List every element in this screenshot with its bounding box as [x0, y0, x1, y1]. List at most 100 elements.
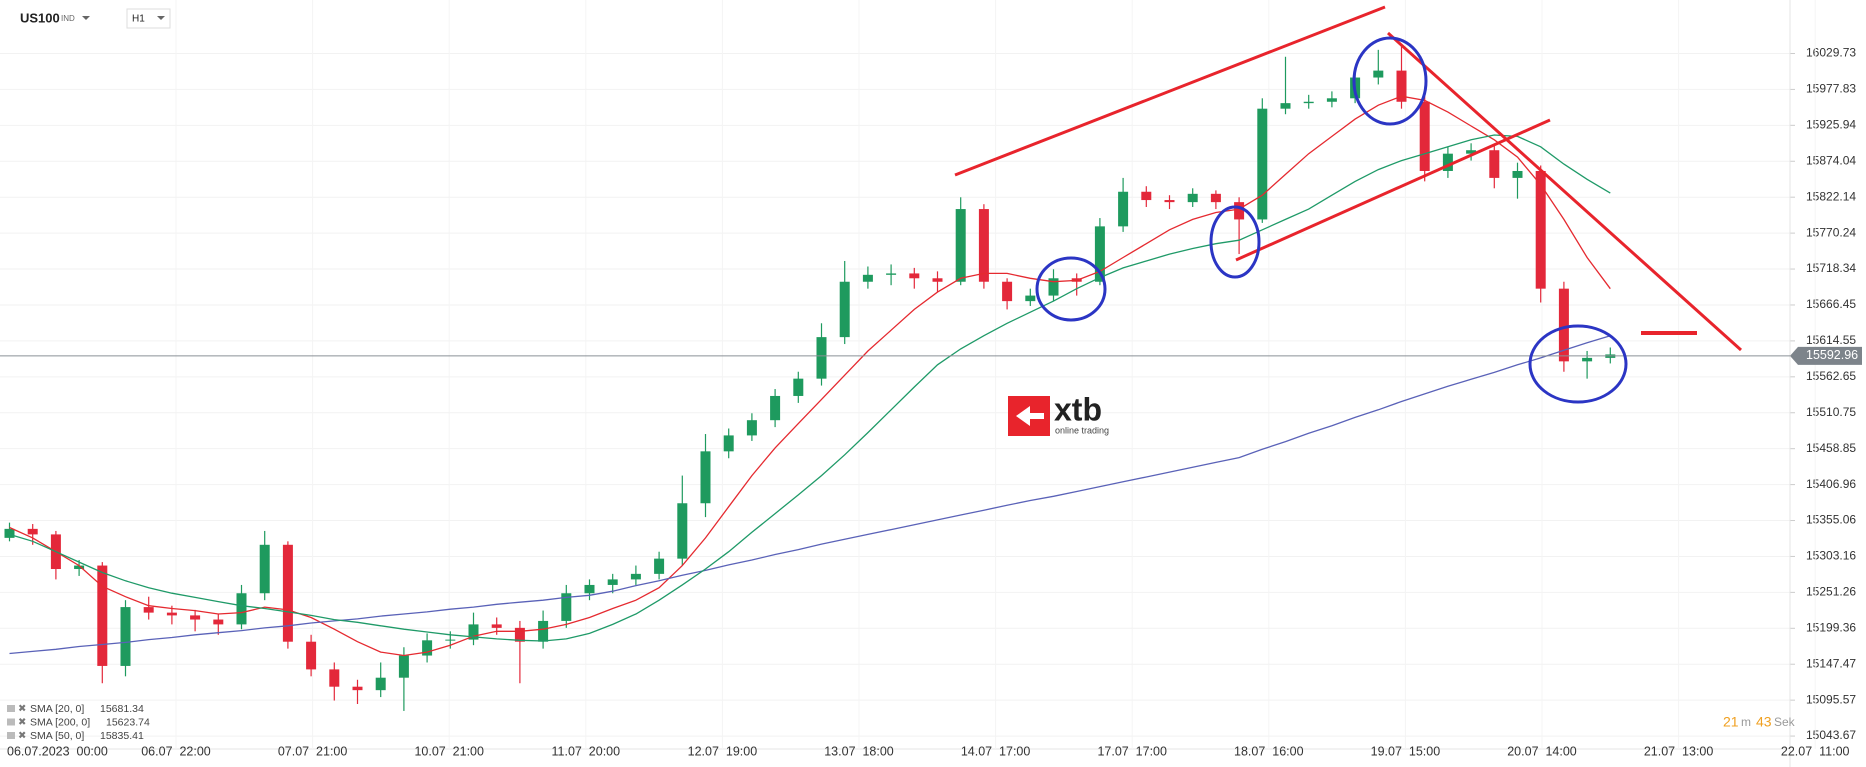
y-tick-label: 15355.06 — [1806, 513, 1856, 527]
candle-body — [120, 607, 131, 666]
y-tick-label: 15874.04 — [1806, 153, 1856, 167]
x-tick-label: 17.07 17:00 — [1097, 744, 1167, 758]
y-tick-label: 15562.65 — [1806, 369, 1856, 383]
candle-body — [1210, 193, 1221, 203]
interval: H1 — [132, 14, 145, 25]
candle-body — [978, 209, 989, 282]
x-tick-label: 13.07 18:00 — [824, 744, 894, 758]
legend-value: 15681.34 — [100, 703, 144, 715]
countdown: 21 m 43 Sek — [1723, 714, 1796, 730]
candle-body — [862, 274, 873, 282]
x-tick-label: 22.07 11:00 — [1781, 744, 1850, 758]
y-tick-label: 15199.36 — [1806, 620, 1856, 634]
candle-body — [1280, 103, 1291, 109]
legend-close: ✖ — [18, 717, 26, 728]
candle-body — [538, 620, 549, 642]
x-tick-label: 07.07 21:00 — [278, 744, 348, 758]
legend-icon — [7, 705, 15, 712]
candle-body — [236, 593, 247, 625]
candle-body — [770, 395, 781, 421]
trend-line — [954, 5, 1386, 177]
candle-body — [282, 544, 293, 642]
legend-icon — [7, 732, 15, 739]
market: IND — [61, 14, 75, 23]
candle-body — [190, 615, 201, 620]
candle-body — [74, 565, 85, 570]
legend-value: 15623.74 — [106, 716, 150, 728]
countdown-unit: Sek — [1774, 715, 1796, 729]
candle-body — [1094, 226, 1105, 282]
candle-body — [514, 627, 525, 642]
x-tick-label: 14.07 17:00 — [961, 744, 1031, 758]
y-tick-label: 15510.75 — [1806, 405, 1856, 419]
y-tick-label: 15147.47 — [1806, 656, 1856, 670]
y-tick-label: 15303.16 — [1806, 549, 1856, 563]
logo-icon — [1016, 406, 1044, 426]
candle-body — [630, 573, 641, 580]
candle-body — [955, 209, 966, 282]
candle-body — [306, 641, 317, 670]
candle-body — [259, 544, 270, 594]
candle-body — [1187, 193, 1198, 203]
legend-value: 15835.41 — [100, 730, 144, 742]
x-tick-label: 06.07.2023 00:00 — [7, 744, 108, 758]
sma-line — [9, 95, 1611, 657]
countdown-unit: m — [1741, 715, 1751, 729]
x-tick-label: 10.07 21:00 — [414, 744, 484, 758]
candle-body — [213, 619, 224, 625]
legend-label: SMA [200, 0] — [30, 716, 90, 728]
y-tick-label: 15977.83 — [1806, 82, 1856, 96]
candle-body — [4, 528, 15, 538]
x-tick-label: 20.07 14:00 — [1507, 744, 1577, 758]
candle-body — [839, 281, 850, 338]
highlight-circle — [1035, 256, 1107, 322]
countdown-seconds: 43 — [1756, 714, 1772, 730]
interval-select[interactable] — [126, 8, 171, 29]
legend-close: ✖ — [18, 731, 26, 742]
candle-body — [607, 579, 618, 585]
y-tick-label: 15043.67 — [1806, 728, 1856, 742]
candle-body — [329, 669, 340, 687]
countdown-minutes: 21 — [1723, 714, 1739, 730]
x-tick-label: 06.07 22:00 — [141, 744, 211, 758]
legend-icon — [7, 718, 15, 726]
candle-body — [1582, 357, 1593, 362]
candle-body — [445, 639, 456, 641]
candle-body — [723, 435, 734, 452]
y-tick-label: 15458.85 — [1806, 441, 1856, 455]
y-tick-label: 15770.24 — [1806, 225, 1856, 239]
trend-line — [1235, 118, 1551, 262]
candle-body — [1118, 191, 1129, 227]
candle-body — [1442, 153, 1453, 171]
candle-body — [27, 528, 38, 535]
candle-body — [816, 337, 827, 379]
y-tick-label: 16029.73 — [1806, 46, 1856, 60]
legend-close: ✖ — [18, 704, 26, 715]
dropdown-arrow[interactable] — [157, 16, 165, 20]
x-tick-label: 11.07 20:00 — [552, 744, 621, 758]
candle-body — [561, 593, 572, 621]
candle-body — [1048, 278, 1059, 296]
candle-body — [1535, 170, 1546, 289]
symbol[interactable]: US100 — [20, 10, 60, 25]
price-tag-label: 15592.96 — [1806, 348, 1858, 362]
annotations — [954, 5, 1743, 404]
logo: xtb online trading — [1008, 391, 1109, 436]
candle-body — [886, 273, 897, 275]
candle-body — [1025, 295, 1036, 302]
dropdown-arrow[interactable] — [82, 16, 90, 20]
x-tick-label: 19.07 15:00 — [1371, 744, 1441, 758]
x-tick-label: 12.07 19:00 — [688, 744, 758, 758]
y-tick-label: 15095.57 — [1806, 692, 1856, 706]
candle-body — [143, 607, 154, 613]
toolbar: US100 IND H1 — [20, 8, 171, 29]
candle-body — [398, 655, 409, 678]
highlight-circle — [1352, 36, 1428, 126]
x-tick-label: 18.07 16:00 — [1234, 744, 1304, 758]
candle-body — [677, 503, 688, 559]
candle-body — [1396, 70, 1407, 102]
candle-body — [166, 612, 177, 616]
